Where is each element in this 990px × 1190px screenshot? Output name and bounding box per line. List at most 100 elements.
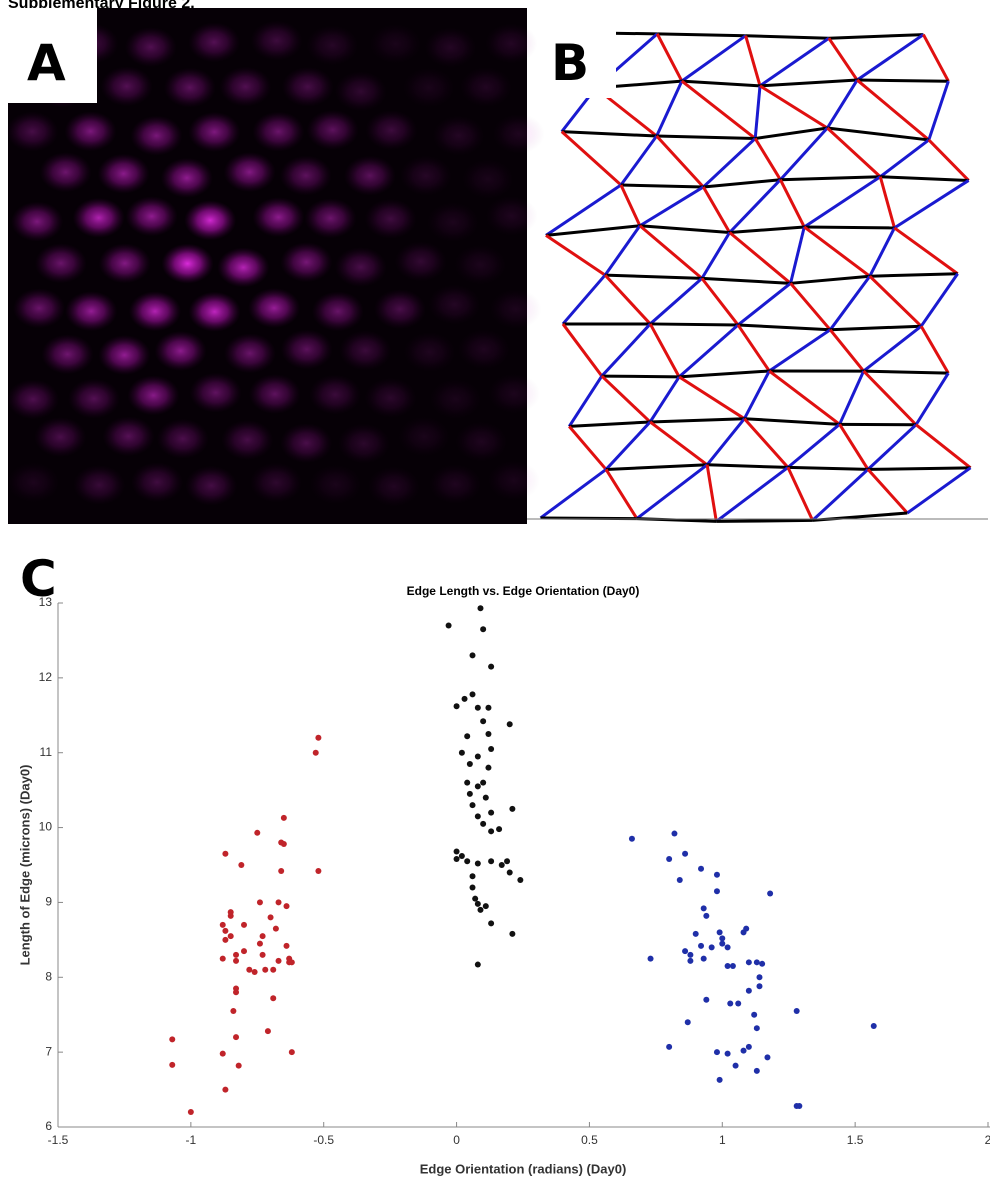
point bbox=[222, 928, 228, 934]
mesh-edge bbox=[744, 371, 769, 419]
mesh-edge bbox=[788, 467, 813, 520]
mesh-edge bbox=[864, 371, 949, 373]
y-tick-label: 13 bbox=[39, 595, 53, 609]
y-tick-label: 6 bbox=[45, 1119, 52, 1133]
point bbox=[746, 988, 752, 994]
y-tick-label: 7 bbox=[45, 1044, 52, 1058]
point bbox=[480, 626, 486, 632]
point bbox=[480, 780, 486, 786]
spot bbox=[429, 464, 481, 504]
point bbox=[233, 958, 239, 964]
spot bbox=[184, 200, 236, 240]
point bbox=[276, 899, 282, 905]
point bbox=[743, 926, 749, 932]
mesh-edge bbox=[788, 467, 868, 469]
spot bbox=[35, 243, 87, 283]
mesh-edge bbox=[679, 325, 738, 377]
spot bbox=[157, 419, 209, 459]
point bbox=[725, 944, 731, 950]
spot bbox=[374, 289, 426, 329]
point bbox=[475, 705, 481, 711]
point bbox=[459, 853, 465, 859]
spot bbox=[430, 379, 482, 419]
x-tick-label: -1 bbox=[186, 1133, 197, 1147]
mesh-edge bbox=[682, 36, 746, 81]
point bbox=[485, 765, 491, 771]
point bbox=[717, 1077, 723, 1083]
point bbox=[241, 948, 247, 954]
point bbox=[284, 903, 290, 909]
mesh-edge bbox=[907, 468, 970, 513]
mesh-edge bbox=[791, 283, 831, 329]
point bbox=[464, 733, 470, 739]
spot bbox=[488, 374, 540, 414]
point bbox=[719, 941, 725, 947]
point bbox=[719, 935, 725, 941]
point bbox=[759, 961, 765, 967]
mesh-edge bbox=[870, 274, 958, 277]
spot bbox=[370, 24, 422, 64]
point bbox=[754, 959, 760, 965]
point bbox=[727, 1000, 733, 1006]
mesh-edge bbox=[746, 36, 829, 39]
point bbox=[228, 913, 234, 919]
mesh-edge bbox=[868, 425, 916, 470]
spot bbox=[310, 465, 362, 505]
spot bbox=[395, 241, 447, 281]
panel-label: A bbox=[27, 34, 66, 92]
point bbox=[746, 1044, 752, 1050]
mesh-edge bbox=[829, 38, 857, 80]
spot bbox=[125, 27, 177, 67]
point bbox=[454, 856, 460, 862]
point bbox=[488, 828, 494, 834]
spot bbox=[398, 417, 450, 457]
point bbox=[725, 1051, 731, 1057]
spot bbox=[433, 116, 485, 156]
spot bbox=[190, 373, 242, 413]
point bbox=[276, 958, 282, 964]
point bbox=[233, 952, 239, 958]
point bbox=[682, 948, 688, 954]
spot bbox=[126, 196, 178, 236]
panel-label: B bbox=[551, 34, 589, 92]
point bbox=[477, 605, 483, 611]
mesh-edge bbox=[791, 276, 870, 283]
y-tick-label: 8 bbox=[45, 969, 52, 983]
mesh-edge bbox=[569, 376, 602, 426]
mesh-edge bbox=[702, 278, 738, 325]
point bbox=[222, 851, 228, 857]
spot bbox=[188, 22, 240, 62]
point bbox=[462, 696, 468, 702]
point bbox=[238, 862, 244, 868]
mesh-edge bbox=[716, 520, 812, 521]
spot bbox=[219, 67, 271, 107]
spot bbox=[365, 199, 417, 239]
mesh-edge bbox=[791, 227, 805, 283]
spot bbox=[99, 243, 151, 283]
mesh-edge bbox=[894, 180, 968, 227]
mesh-edge bbox=[780, 128, 827, 180]
mesh-edge bbox=[650, 419, 744, 422]
spot bbox=[306, 25, 358, 65]
point bbox=[270, 995, 276, 1001]
spot bbox=[425, 28, 477, 68]
point bbox=[477, 907, 483, 913]
spot bbox=[488, 461, 540, 501]
point bbox=[454, 703, 460, 709]
mesh-edge bbox=[602, 376, 679, 377]
point bbox=[446, 622, 452, 628]
mesh-edge bbox=[707, 419, 744, 465]
spot bbox=[252, 112, 304, 152]
mesh-edge bbox=[621, 185, 703, 187]
point bbox=[262, 967, 268, 973]
mesh-edge bbox=[827, 80, 857, 128]
point bbox=[733, 1063, 739, 1069]
point bbox=[714, 872, 720, 878]
spot bbox=[365, 110, 417, 150]
mesh-edge bbox=[605, 275, 650, 324]
point bbox=[220, 956, 226, 962]
point bbox=[682, 851, 688, 857]
point bbox=[488, 858, 494, 864]
point bbox=[188, 1109, 194, 1115]
spot bbox=[131, 462, 183, 502]
